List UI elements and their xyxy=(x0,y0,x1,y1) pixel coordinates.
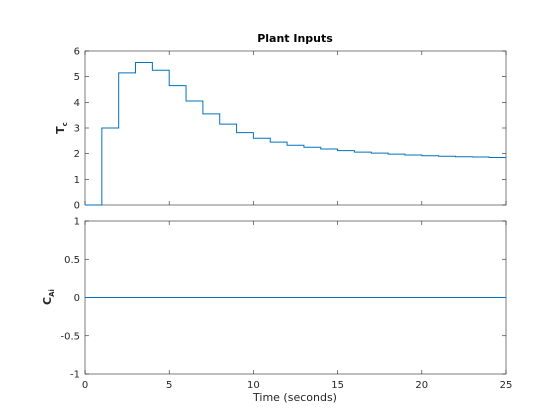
y-tick-label: -0.5 xyxy=(60,331,80,342)
y-axis-label: CAi xyxy=(41,289,56,305)
y-axis: -1 -0.5 0 0.5 1 xyxy=(60,217,506,381)
plant-inputs-tc-plot: Plant Inputs 0 1 2 3 4 5 6 Tc xyxy=(54,32,507,212)
y-tick-label: -1 xyxy=(70,370,80,381)
x-tick-label: 0 xyxy=(82,380,88,391)
x-tick-label: 15 xyxy=(331,380,344,391)
y-tick-label: 1 xyxy=(74,217,80,228)
x-axis xyxy=(84,51,507,205)
y-tick-label: 6 xyxy=(74,47,80,58)
x-tick-label: 10 xyxy=(247,380,260,391)
x-tick-label: 5 xyxy=(166,380,172,391)
y-tick-label: 0.5 xyxy=(64,255,80,266)
y-axis-label: Tc xyxy=(54,122,69,134)
y-tick-label: 3 xyxy=(74,124,80,135)
y-tick-label: 4 xyxy=(74,98,80,109)
x-tick-label: 20 xyxy=(415,380,428,391)
x-axis-label: Time (seconds) xyxy=(252,391,337,404)
tc-series-line xyxy=(85,62,506,206)
y-tick-label: 0 xyxy=(74,201,80,212)
y-tick-label: 2 xyxy=(74,149,80,160)
x-tick-label: 25 xyxy=(500,380,513,391)
plant-inputs-cai-plot: 0 5 10 15 20 25 -1 -0.5 0 0.5 1 CAi Time (seconds… xyxy=(41,217,512,405)
y-tick-label: 5 xyxy=(74,72,80,83)
chart-title: Plant Inputs xyxy=(257,32,333,45)
y-tick-label: 1 xyxy=(74,175,80,186)
plot-area xyxy=(84,50,507,206)
y-tick-label: 0 xyxy=(74,293,80,304)
x-axis: 0 5 10 15 20 25 xyxy=(82,221,513,391)
